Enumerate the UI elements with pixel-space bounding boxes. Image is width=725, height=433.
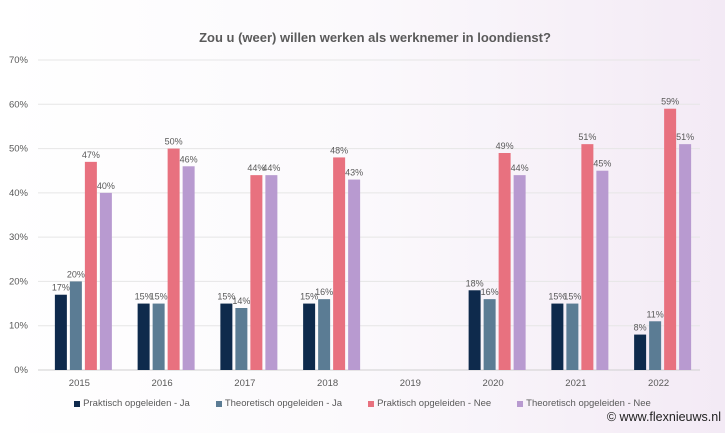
legend-item: Praktisch opgeleiden - Ja: [74, 398, 190, 409]
data-label: 48%: [330, 145, 348, 155]
data-label: 46%: [180, 154, 198, 164]
x-tick-label: 2015: [69, 378, 90, 389]
bar: [220, 303, 233, 370]
bar: [468, 290, 481, 370]
bar: [99, 192, 112, 370]
data-label: 47%: [82, 150, 100, 160]
bar: [303, 303, 316, 370]
bar: [634, 334, 647, 370]
bar: [664, 108, 677, 370]
y-tick-label: 10%: [9, 321, 29, 332]
y-tick-label: 0%: [14, 365, 28, 376]
bar: [513, 175, 526, 370]
x-tick-label: 2020: [483, 378, 504, 389]
data-label: 59%: [661, 97, 679, 107]
data-label: 20%: [67, 269, 85, 279]
data-label: 15%: [300, 292, 318, 302]
bar: [596, 170, 609, 370]
bar: [137, 303, 150, 370]
data-label: 51%: [676, 132, 694, 142]
bar: [566, 303, 579, 370]
legend-label: Theoretisch opgeleiden - Nee: [526, 398, 651, 409]
data-label: 18%: [466, 278, 484, 288]
bar: [69, 281, 82, 370]
x-tick-label: 2017: [234, 378, 255, 389]
x-tick-label: 2022: [648, 378, 669, 389]
x-tick-label: 2018: [317, 378, 338, 389]
y-tick-label: 30%: [9, 232, 29, 243]
y-tick-label: 70%: [9, 55, 29, 66]
credit-watermark: © www.flexnieuws.nl: [606, 410, 721, 424]
x-tick-label: 2019: [400, 378, 421, 389]
legend-label: Praktisch opgeleiden - Nee: [377, 398, 492, 409]
data-label: 16%: [315, 287, 333, 297]
bar: [333, 157, 346, 370]
bar: [54, 294, 67, 370]
data-label: 8%: [634, 323, 647, 333]
chart-title: Zou u (weer) willen werken als werknemer…: [199, 30, 551, 45]
y-tick-label: 40%: [9, 188, 29, 199]
legend-item: Theoretisch opgeleiden - Ja: [215, 398, 343, 409]
data-label: 15%: [548, 292, 566, 302]
bar: [348, 179, 361, 370]
legend-swatch: [215, 400, 222, 407]
data-label: 51%: [578, 132, 596, 142]
data-label: 44%: [511, 163, 529, 173]
data-label: 43%: [345, 168, 363, 178]
bar: [265, 175, 278, 370]
x-tick-label: 2021: [565, 378, 586, 389]
x-tick-label: 2016: [152, 378, 173, 389]
bar: [551, 303, 564, 370]
data-label: 15%: [563, 292, 581, 302]
data-label: 44%: [247, 163, 265, 173]
bar: [84, 161, 97, 370]
data-label: 15%: [150, 292, 168, 302]
data-label: 15%: [217, 292, 235, 302]
bar: [182, 166, 195, 370]
data-label: 17%: [52, 283, 70, 293]
bar: [318, 299, 331, 370]
y-tick-label: 50%: [9, 144, 29, 155]
legend-swatch: [517, 400, 524, 407]
data-label: 40%: [97, 181, 115, 191]
data-label: 45%: [593, 159, 611, 169]
legend-label: Theoretisch opgeleiden - Ja: [224, 398, 343, 409]
legend-label: Praktisch opgeleiden - Ja: [83, 398, 190, 409]
bar: [235, 308, 248, 370]
legend-swatch: [368, 400, 375, 407]
data-label: 49%: [496, 141, 514, 151]
data-label: 15%: [135, 292, 153, 302]
bar: [649, 321, 662, 370]
data-label: 44%: [262, 163, 280, 173]
y-tick-label: 20%: [9, 276, 29, 287]
bar: [581, 144, 594, 370]
data-label: 11%: [646, 309, 663, 319]
bar: [250, 175, 263, 370]
legend-item: Praktisch opgeleiden - Nee: [368, 398, 491, 409]
legend: Praktisch opgeleiden - Ja Theoretisch opg…: [0, 398, 725, 409]
bar: [483, 299, 496, 370]
bar: [167, 148, 180, 370]
bar: [152, 303, 165, 370]
y-tick-label: 60%: [9, 99, 29, 110]
data-label: 14%: [232, 296, 250, 306]
legend-item: Theoretisch opgeleiden - Nee: [517, 398, 651, 409]
legend-swatch: [74, 400, 81, 407]
bar: [498, 153, 511, 370]
data-label: 16%: [481, 287, 499, 297]
bar: [679, 144, 692, 370]
data-label: 50%: [165, 137, 183, 147]
